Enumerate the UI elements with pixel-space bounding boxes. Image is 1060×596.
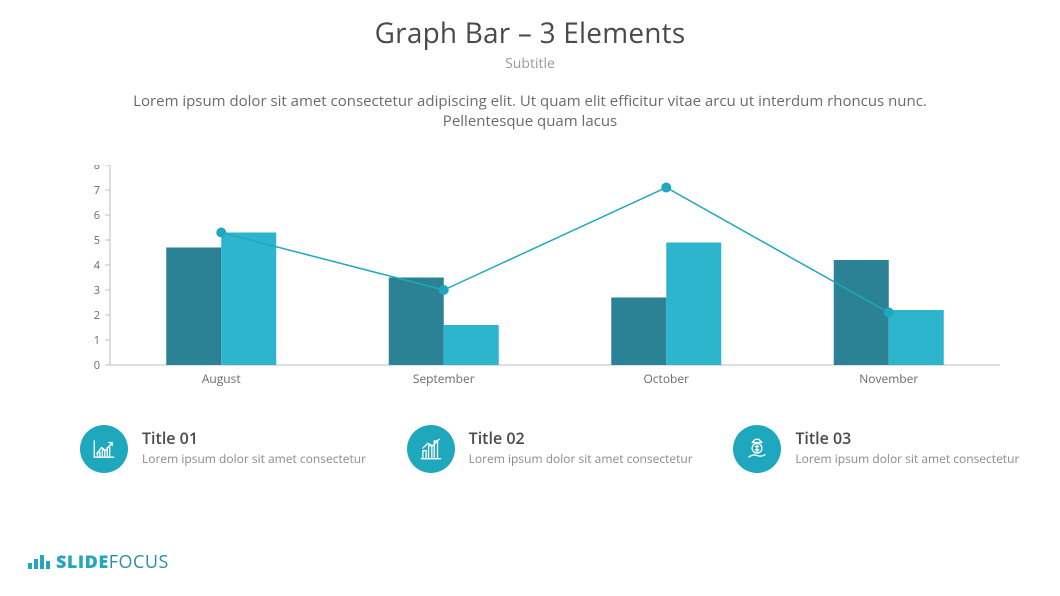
bar-line-chart: 0 1 2 3 4 5 6 7 8 August September October November xyxy=(80,165,1000,395)
info-row: Title 01 Lorem ipsum dolor sit amet conse… xyxy=(80,425,1020,473)
info-title: Title 02 xyxy=(469,427,693,449)
chart-category-label: October xyxy=(643,370,689,387)
svg-text:5: 5 xyxy=(94,233,100,248)
slide-subtitle: Subtitle xyxy=(0,54,1060,73)
info-item: Title 01 Lorem ipsum dolor sit amet conse… xyxy=(80,425,367,473)
brand-logo: SLIDEFOCUS xyxy=(28,550,169,574)
svg-text:6: 6 xyxy=(94,208,100,223)
svg-text:3: 3 xyxy=(94,283,100,298)
info-text: Title 03 Lorem ipsum dolor sit amet conse… xyxy=(795,425,1019,467)
info-text: Title 01 Lorem ipsum dolor sit amet conse… xyxy=(142,425,366,467)
chart-bar xyxy=(221,233,276,366)
slide-title: Graph Bar – 3 Elements xyxy=(0,14,1060,52)
info-title: Title 01 xyxy=(142,427,366,449)
info-text: Title 02 Lorem ipsum dolor sit amet conse… xyxy=(469,425,693,467)
chart-bar xyxy=(889,310,944,365)
bar-chart-icon xyxy=(407,425,455,473)
chart-bar xyxy=(666,243,721,366)
slide-root: Graph Bar – 3 Elements Subtitle Lorem ip… xyxy=(0,0,1060,596)
chart-marker xyxy=(661,183,671,193)
brand-text: SLIDEFOCUS xyxy=(56,550,169,574)
info-desc: Lorem ipsum dolor sit amet consectetur xyxy=(795,451,1019,467)
money-hand-icon xyxy=(733,425,781,473)
svg-text:0: 0 xyxy=(94,358,100,373)
chart-category-label: November xyxy=(859,370,918,387)
info-item: Title 03 Lorem ipsum dolor sit amet conse… xyxy=(733,425,1020,473)
chart-marker xyxy=(884,308,894,318)
analytics-up-icon xyxy=(80,425,128,473)
svg-text:2: 2 xyxy=(94,308,100,323)
slide-description: Lorem ipsum dolor sit amet consectetur a… xyxy=(120,91,940,132)
info-desc: Lorem ipsum dolor sit amet consectetur xyxy=(142,451,366,467)
chart-category-label: September xyxy=(413,370,475,387)
chart-container: 0 1 2 3 4 5 6 7 8 August September October November xyxy=(80,165,1000,395)
chart-category-label: August xyxy=(202,370,241,387)
chart-marker xyxy=(439,285,449,295)
chart-line xyxy=(221,188,889,313)
chart-bar xyxy=(834,260,889,365)
info-item: Title 02 Lorem ipsum dolor sit amet conse… xyxy=(407,425,694,473)
chart-bar xyxy=(444,325,499,365)
svg-text:8: 8 xyxy=(94,165,100,173)
svg-text:1: 1 xyxy=(94,333,100,348)
chart-bar xyxy=(166,248,221,366)
brand-icon xyxy=(28,555,50,569)
chart-marker xyxy=(216,228,226,238)
chart-bar xyxy=(389,278,444,366)
chart-bar xyxy=(611,298,666,366)
info-title: Title 03 xyxy=(795,427,1019,449)
svg-text:4: 4 xyxy=(94,258,101,273)
svg-text:7: 7 xyxy=(94,183,100,198)
title-block: Graph Bar – 3 Elements Subtitle xyxy=(0,0,1060,73)
info-desc: Lorem ipsum dolor sit amet consectetur xyxy=(469,451,693,467)
